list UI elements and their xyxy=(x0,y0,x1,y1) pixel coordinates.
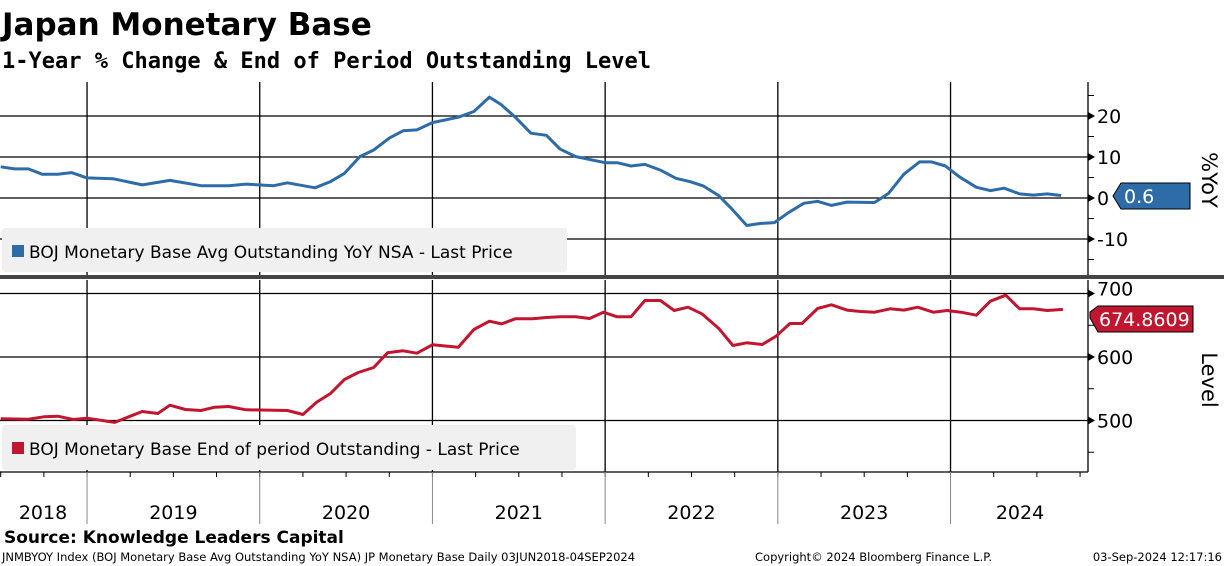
tick-arrow xyxy=(1088,235,1095,243)
x-tick-label: 2023 xyxy=(840,502,888,524)
legend-top: BOJ Monetary Base Avg Outstanding YoY NS… xyxy=(2,228,567,272)
x-tick-label: 2019 xyxy=(149,502,197,524)
x-tick-label: 2018 xyxy=(19,502,67,524)
series-line-level xyxy=(0,293,1063,424)
source-text: Source: Knowledge Leaders Capital xyxy=(4,528,344,548)
last-value-callout-level: 674.8609 xyxy=(1089,305,1194,333)
marks xyxy=(0,95,1063,424)
y-tick-label: -10 xyxy=(1097,229,1128,251)
tick-arrow xyxy=(1088,416,1095,425)
legend-swatch-yoy xyxy=(12,245,24,257)
y-tick-label: 600 xyxy=(1097,347,1133,369)
legend-label-level: BOJ Monetary Base End of period Outstand… xyxy=(29,440,520,460)
y-tick-label: 0 xyxy=(1097,188,1109,210)
footer-ticker: JNMBYOY Index (BOJ Monetary Base Avg Out… xyxy=(1,550,635,564)
y-tick-label: 500 xyxy=(1097,411,1133,433)
tick-arrow xyxy=(1088,289,1095,298)
x-tick-label: 2024 xyxy=(996,502,1044,524)
last-value-callout-yoy: 0.6 xyxy=(1112,182,1191,210)
footer-copyright: Copyright© 2024 Bloomberg Finance L.P. xyxy=(755,550,992,564)
tick-arrow xyxy=(1088,153,1095,161)
x-tick-label: 2021 xyxy=(495,502,543,524)
tick-arrow xyxy=(1088,112,1095,120)
legend-label-yoy: BOJ Monetary Base Avg Outstanding YoY NS… xyxy=(29,243,513,263)
y-axis-title-level: Level xyxy=(1197,352,1221,407)
footer-timestamp: 03-Sep-2024 12:17:16 xyxy=(1093,550,1222,564)
y-axis-title-yoy: %YoY xyxy=(1197,152,1221,208)
tick-arrow xyxy=(1088,194,1095,202)
legend-bottom: BOJ Monetary Base End of period Outstand… xyxy=(2,425,576,470)
y-tick-label: 20 xyxy=(1097,106,1121,128)
panel-separator[interactable] xyxy=(0,275,1224,279)
x-axis-labels: 2018 2019 2020 2021 2022 2023 2024 xyxy=(19,502,1044,524)
chart-subtitle: 1-Year % Change & End of Period Outstand… xyxy=(2,49,651,74)
chart-title: Japan Monetary Base xyxy=(0,7,372,43)
series-line-yoy xyxy=(0,95,1062,227)
y-tick-label: 10 xyxy=(1097,147,1121,169)
tick-arrow xyxy=(1088,353,1095,361)
y-tick-label: 700 xyxy=(1097,279,1133,301)
last-value-yoy: 0.6 xyxy=(1124,186,1154,208)
last-value-level: 674.8609 xyxy=(1099,309,1190,331)
legend-swatch-level xyxy=(12,442,24,454)
x-tick-label: 2020 xyxy=(322,502,370,524)
x-tick-label: 2022 xyxy=(667,502,715,524)
